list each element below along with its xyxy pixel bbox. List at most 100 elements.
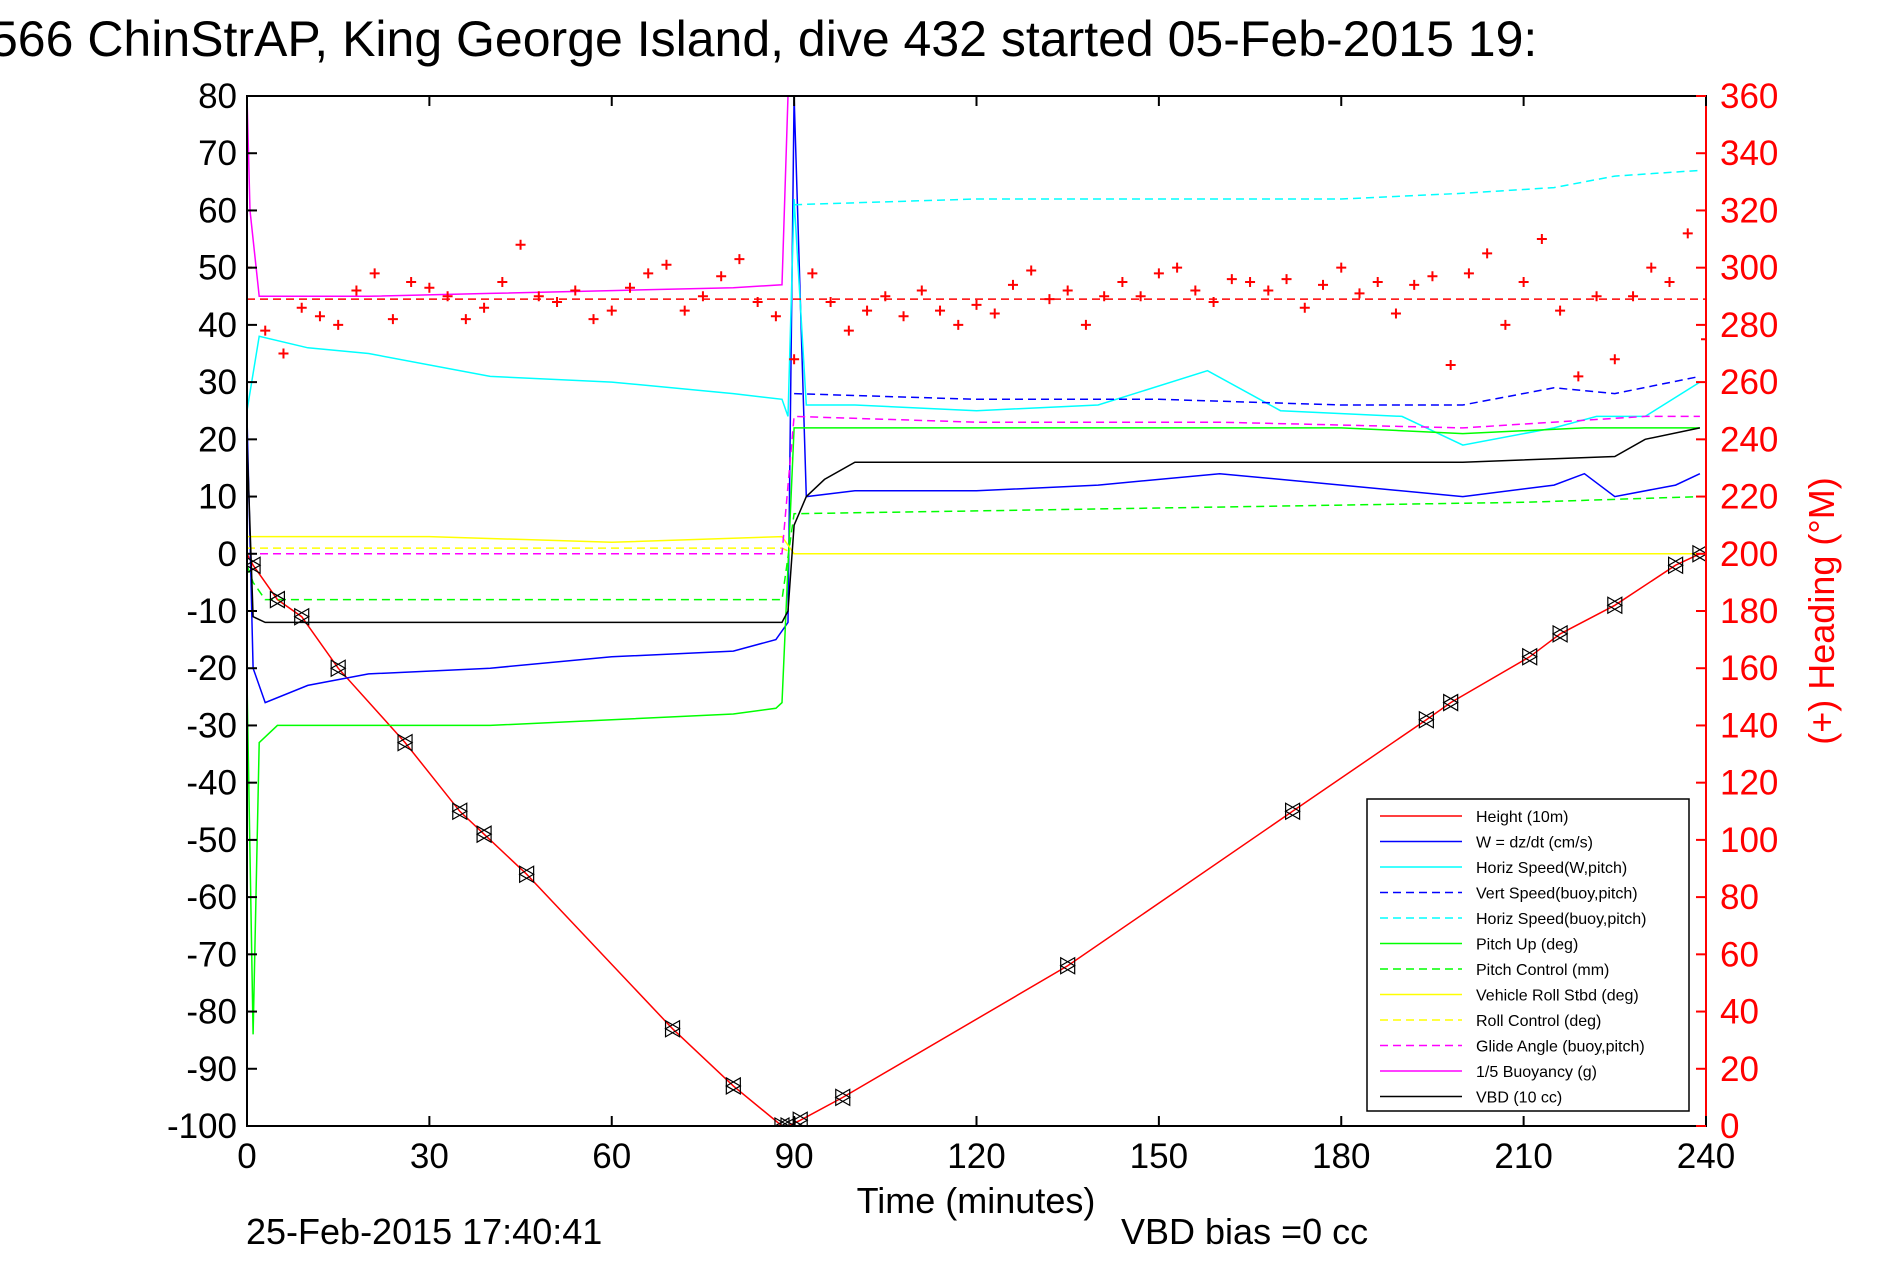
x-tick-label: 180 — [1312, 1137, 1370, 1176]
series-vert-speed-buoy-pitch — [794, 375, 1701, 406]
x-tick-label: 90 — [775, 1137, 814, 1176]
y-tick-label: 60 — [198, 191, 237, 230]
waypoint-marker — [247, 556, 262, 575]
y2-tick-label: 360 — [1720, 77, 1778, 116]
series-pitch-control-mm — [247, 495, 1700, 601]
legend-label: Vehicle Roll Stbd (deg) — [1476, 988, 1639, 1005]
waypoint-marker — [779, 1116, 797, 1126]
heading-point — [479, 302, 490, 313]
y2-tick-label: 160 — [1720, 649, 1778, 688]
x-tick-label: 150 — [1130, 1137, 1188, 1176]
heading-point — [1080, 319, 1091, 330]
heading-point — [916, 285, 927, 296]
y2-axis-label: (+) Heading (°M) — [1801, 477, 1842, 744]
heading-point — [1226, 274, 1237, 285]
y2-tick-label: 280 — [1720, 306, 1778, 345]
heading-point — [789, 354, 800, 365]
heading-point — [278, 348, 289, 359]
waypoint-marker — [725, 1076, 742, 1095]
y-tick-label: 80 — [198, 77, 237, 116]
waypoint-marker — [518, 865, 535, 884]
heading-point — [1099, 291, 1110, 302]
heading-point — [497, 276, 508, 287]
x-tick-label: 60 — [592, 1137, 631, 1176]
heading-point — [1172, 262, 1183, 273]
heading-point — [679, 305, 690, 316]
heading-point — [570, 285, 581, 296]
y-tick-label: -10 — [186, 592, 237, 631]
heading-point — [333, 319, 344, 330]
waypoint-marker — [1551, 624, 1569, 643]
waypoint-marker — [773, 1116, 791, 1126]
x-tick-label: 30 — [410, 1137, 449, 1176]
y-tick-label: 50 — [198, 249, 237, 288]
series-horiz-speed-buoy-pitch — [794, 169, 1700, 206]
heading-point — [424, 282, 435, 293]
heading-point — [1007, 279, 1018, 290]
heading-point — [643, 268, 654, 279]
y2-tick-label: 260 — [1720, 363, 1778, 402]
heading-point — [1299, 302, 1310, 313]
y2-tick-label: 300 — [1720, 249, 1778, 288]
heading-point — [588, 314, 599, 325]
legend-label: Glide Angle (buoy,pitch) — [1476, 1039, 1645, 1056]
heading-point — [935, 305, 946, 316]
y-tick-label: -80 — [186, 993, 237, 1032]
y2-tick-label: 0 — [1720, 1107, 1739, 1146]
heading-point — [1573, 371, 1584, 382]
heading-point — [1153, 268, 1164, 279]
heading-point — [1664, 276, 1675, 287]
heading-point — [260, 325, 271, 336]
y-tick-label: -30 — [186, 706, 237, 745]
y2-tick-label: 200 — [1720, 535, 1778, 574]
heading-point — [825, 297, 836, 307]
y-tick-label: 30 — [198, 363, 237, 402]
heading-point — [770, 311, 781, 322]
y2-tick-label: 140 — [1720, 706, 1778, 745]
heading-point — [351, 285, 362, 296]
heading-point — [752, 297, 763, 307]
x-axis-label: Time (minutes) — [857, 1180, 1096, 1221]
waypoint-marker — [396, 733, 414, 752]
y2-tick-label: 120 — [1720, 764, 1778, 803]
waypoint-marker — [1667, 556, 1684, 575]
heading-point — [1609, 354, 1620, 365]
waypoint-marker — [1606, 596, 1624, 615]
series-w-dz-dt-cm-s — [247, 96, 1701, 704]
x-tick-label: 0 — [237, 1137, 256, 1176]
heading-point — [296, 302, 307, 313]
heading-point — [515, 239, 526, 250]
y-tick-label: -60 — [186, 878, 237, 917]
series-vbd-10-cc — [247, 427, 1701, 624]
y-tick-label: -50 — [186, 821, 237, 860]
waypoint-marker — [329, 659, 347, 678]
ticks-layer: 0 30 60 90 120 150 180 210 240-100-90-80-70-60-5… — [167, 77, 1778, 1176]
legend-label: VBD (10 cc) — [1476, 1090, 1562, 1107]
waypoint-marker — [1418, 710, 1435, 729]
series-height-10m — [247, 553, 1701, 1126]
y2-tick-label: 40 — [1720, 993, 1759, 1032]
heading-point — [734, 254, 745, 265]
series-roll-control-deg — [247, 547, 1700, 555]
heading-point — [971, 299, 982, 310]
heading-point — [843, 325, 854, 336]
y2-tick-label: 340 — [1720, 134, 1778, 173]
heading-point — [1482, 248, 1493, 259]
x-tick-label: 120 — [947, 1137, 1005, 1176]
heading-point — [661, 259, 672, 270]
waypoint-marker — [1442, 693, 1459, 712]
heading-point — [953, 319, 964, 330]
y-tick-label: 10 — [198, 478, 237, 517]
heading-point — [716, 271, 727, 282]
heading-point — [1117, 276, 1128, 287]
heading-point — [1445, 359, 1456, 370]
series-horiz-speed-w-pitch — [247, 198, 1701, 446]
y2-tick-label: 100 — [1720, 821, 1778, 860]
chart-title: 566 ChinStrAP, King George Island, dive … — [0, 11, 1537, 67]
waypoint-marker — [269, 590, 286, 609]
heading-point — [1208, 297, 1219, 307]
legend-label: Vert Speed(buoy,pitch) — [1476, 886, 1638, 903]
heading-point — [697, 291, 708, 302]
heading-point — [1062, 285, 1073, 296]
